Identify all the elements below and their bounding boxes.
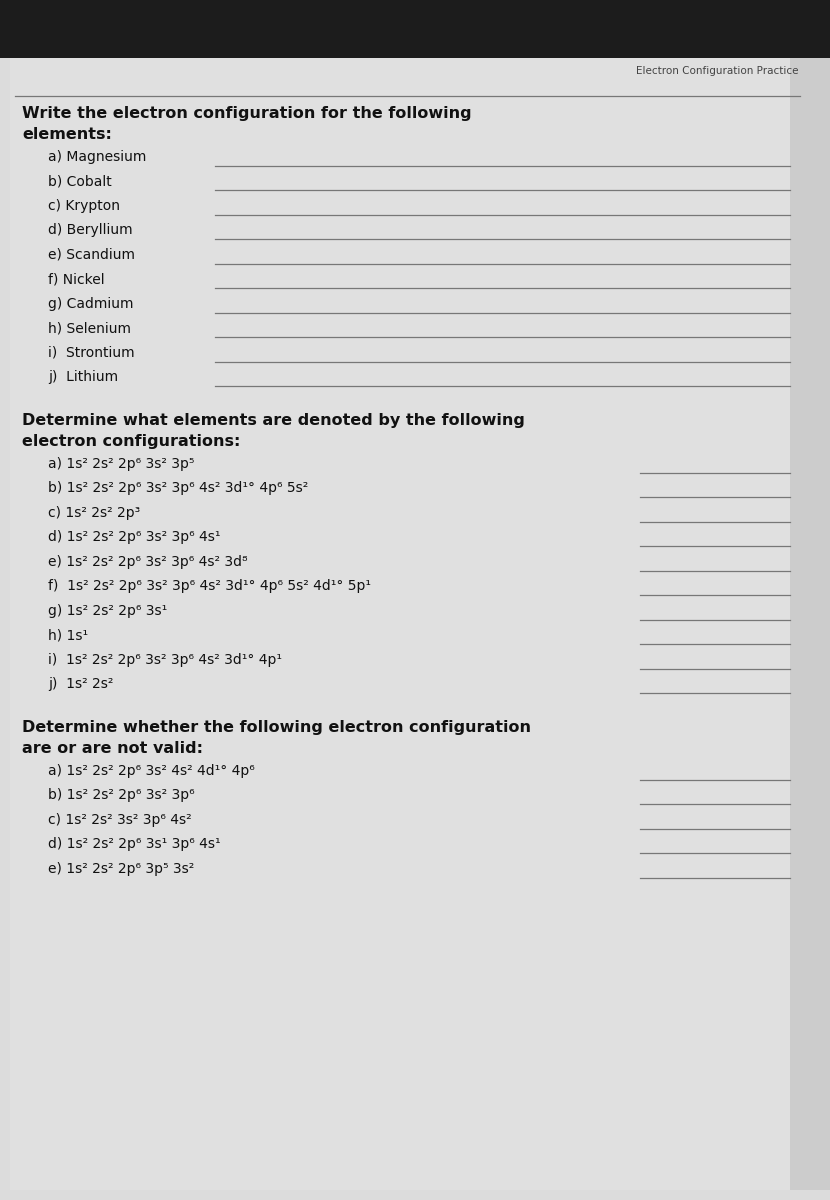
Bar bbox=[790, 58, 830, 1190]
Text: d) 1s² 2s² 2p⁶ 3s² 3p⁶ 4s¹: d) 1s² 2s² 2p⁶ 3s² 3p⁶ 4s¹ bbox=[48, 530, 221, 544]
Text: a) Magnesium: a) Magnesium bbox=[48, 150, 146, 163]
Text: Determine whether the following electron configuration
are or are not valid:: Determine whether the following electron… bbox=[22, 720, 531, 756]
Text: i)  1s² 2s² 2p⁶ 3s² 3p⁶ 4s² 3d¹° 4p¹: i) 1s² 2s² 2p⁶ 3s² 3p⁶ 4s² 3d¹° 4p¹ bbox=[48, 653, 282, 667]
Text: h) 1s¹: h) 1s¹ bbox=[48, 628, 88, 642]
Text: g) 1s² 2s² 2p⁶ 3s¹: g) 1s² 2s² 2p⁶ 3s¹ bbox=[48, 604, 168, 618]
Text: b) 1s² 2s² 2p⁶ 3s² 3p⁶ 4s² 3d¹° 4p⁶ 5s²: b) 1s² 2s² 2p⁶ 3s² 3p⁶ 4s² 3d¹° 4p⁶ 5s² bbox=[48, 481, 308, 496]
Text: c) 1s² 2s² 2p³: c) 1s² 2s² 2p³ bbox=[48, 505, 140, 520]
Text: f)  1s² 2s² 2p⁶ 3s² 3p⁶ 4s² 3d¹° 4p⁶ 5s² 4d¹° 5p¹: f) 1s² 2s² 2p⁶ 3s² 3p⁶ 4s² 3d¹° 4p⁶ 5s² … bbox=[48, 580, 371, 593]
Text: a) 1s² 2s² 2p⁶ 3s² 3p⁵: a) 1s² 2s² 2p⁶ 3s² 3p⁵ bbox=[48, 456, 194, 470]
Text: f) Nickel: f) Nickel bbox=[48, 272, 105, 286]
Text: e) 1s² 2s² 2p⁶ 3s² 3p⁶ 4s² 3d⁸: e) 1s² 2s² 2p⁶ 3s² 3p⁶ 4s² 3d⁸ bbox=[48, 554, 247, 569]
Text: i)  Strontium: i) Strontium bbox=[48, 346, 134, 360]
Text: j)  1s² 2s²: j) 1s² 2s² bbox=[48, 677, 114, 691]
Text: c) 1s² 2s² 3s² 3p⁶ 4s²: c) 1s² 2s² 3s² 3p⁶ 4s² bbox=[48, 812, 192, 827]
Text: Determine what elements are denoted by the following
electron configurations:: Determine what elements are denoted by t… bbox=[22, 413, 525, 449]
Text: Electron Configuration Practice: Electron Configuration Practice bbox=[636, 66, 798, 76]
Text: j)  Lithium: j) Lithium bbox=[48, 370, 118, 384]
Text: b) 1s² 2s² 2p⁶ 3s² 3p⁶: b) 1s² 2s² 2p⁶ 3s² 3p⁶ bbox=[48, 788, 194, 802]
Text: e) 1s² 2s² 2p⁶ 3p⁵ 3s²: e) 1s² 2s² 2p⁶ 3p⁵ 3s² bbox=[48, 862, 194, 876]
Bar bbox=[0, 0, 830, 58]
Text: e) Scandium: e) Scandium bbox=[48, 247, 135, 262]
Text: d) Beryllium: d) Beryllium bbox=[48, 223, 133, 238]
Text: a) 1s² 2s² 2p⁶ 3s² 4s² 4d¹° 4p⁶: a) 1s² 2s² 2p⁶ 3s² 4s² 4d¹° 4p⁶ bbox=[48, 763, 255, 778]
Text: h) Selenium: h) Selenium bbox=[48, 322, 131, 335]
Text: b) Cobalt: b) Cobalt bbox=[48, 174, 112, 188]
Text: c) Krypton: c) Krypton bbox=[48, 198, 120, 212]
Text: Write the electron configuration for the following
elements:: Write the electron configuration for the… bbox=[22, 106, 471, 142]
Text: d) 1s² 2s² 2p⁶ 3s¹ 3p⁶ 4s¹: d) 1s² 2s² 2p⁶ 3s¹ 3p⁶ 4s¹ bbox=[48, 838, 221, 851]
Text: g) Cadmium: g) Cadmium bbox=[48, 296, 134, 311]
